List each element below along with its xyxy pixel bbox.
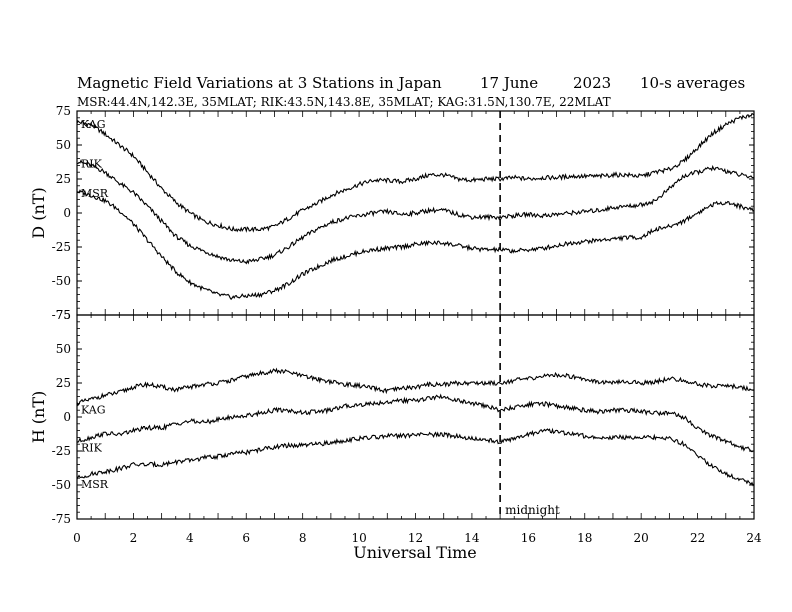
y-tick-label: 25 <box>56 172 71 186</box>
x-tick-label: 22 <box>690 531 705 545</box>
x-axis-title: Universal Time <box>353 543 476 562</box>
chart-date: 17 June <box>480 74 538 92</box>
midnight-annotation: midnight <box>505 503 560 517</box>
chart-subtitle: MSR:44.4N,142.3E, 35MLAT; RIK:43.5N,143.… <box>77 95 611 109</box>
y-tick-label: -25 <box>52 444 71 458</box>
y-tick-label: -50 <box>52 274 71 288</box>
y-tick-label: 75 <box>56 104 71 118</box>
x-tick-label: 4 <box>186 531 194 545</box>
x-tick-label: 0 <box>73 531 81 545</box>
chart-year: 2023 <box>573 74 611 92</box>
x-tick-label: 6 <box>242 531 250 545</box>
plot-area: 75 50 25 0 -25 -50 -75 D (nT) KAG RIK MSR 75 50 25 0 -2… <box>29 104 762 545</box>
y-axis-title-D: D (nT) <box>29 187 48 238</box>
series-line-D-kag <box>76 112 755 233</box>
series-line-D-msr <box>76 189 755 301</box>
panel-frame-H <box>76 314 755 520</box>
x-tick-label: 8 <box>299 531 307 545</box>
series-label-D-rik: RIK <box>81 157 103 170</box>
y-tick-label: 25 <box>56 376 71 390</box>
chart-title: Magnetic Field Variations at 3 Stations … <box>77 74 442 92</box>
series-label-D-msr: MSR <box>81 187 109 200</box>
y-tick-label: 50 <box>56 342 71 356</box>
series-line-H-rik <box>76 393 755 453</box>
y-tick-label: -50 <box>52 478 71 492</box>
series-line-H-kag <box>76 367 755 407</box>
y-tick-label: 75 <box>56 308 71 322</box>
x-tick-label: 16 <box>521 531 536 545</box>
x-tick-label: 10 <box>351 531 366 545</box>
x-tick-label: 20 <box>634 531 649 545</box>
y-tick-label: -25 <box>52 240 71 254</box>
y-axis-title-H: H (nT) <box>29 391 48 444</box>
series-label-H-msr: MSR <box>81 478 109 491</box>
panel-frame-D <box>76 110 755 316</box>
series-label-H-rik: RIK <box>81 441 103 454</box>
x-tick-label: 12 <box>408 531 423 545</box>
y-tick-label: -75 <box>52 308 71 322</box>
x-tick-label: 2 <box>130 531 138 545</box>
x-tick-label: 18 <box>577 531 592 545</box>
series-label-H-kag: KAG <box>81 403 106 416</box>
x-tick-label: 24 <box>746 531 762 545</box>
y-tick-label: 50 <box>56 138 71 152</box>
y-tick-label: 0 <box>63 410 71 424</box>
series-line-H-msr <box>76 427 755 487</box>
chart-averaging: 10-s averages <box>640 74 745 92</box>
y-tick-label: 0 <box>63 206 71 220</box>
series-label-D-kag: KAG <box>81 118 106 131</box>
series-line-D-rik <box>76 159 755 265</box>
x-tick-label: 14 <box>464 531 480 545</box>
y-tick-label: -75 <box>52 512 71 526</box>
